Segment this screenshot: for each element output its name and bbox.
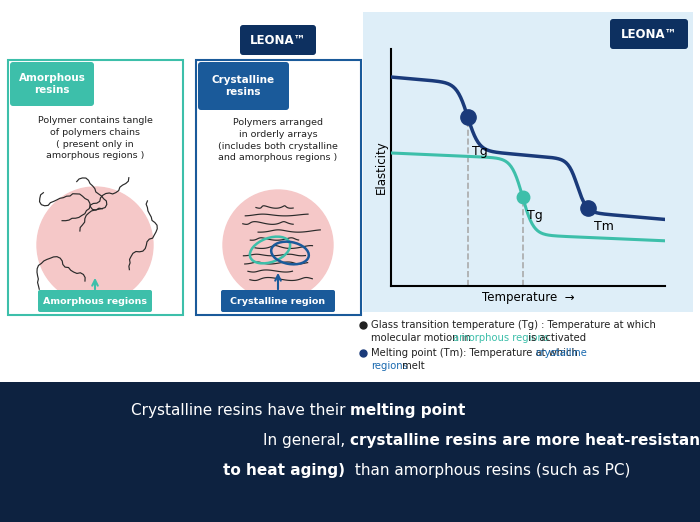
- FancyBboxPatch shape: [0, 382, 700, 522]
- FancyBboxPatch shape: [610, 19, 688, 49]
- Text: In general,: In general,: [263, 433, 350, 447]
- FancyBboxPatch shape: [0, 0, 700, 382]
- Text: Crystalline resins have their: Crystalline resins have their: [131, 402, 350, 418]
- Text: Glass transition temperature (Tg) : Temperature at which: Glass transition temperature (Tg) : Temp…: [371, 320, 656, 330]
- Text: melt: melt: [399, 361, 425, 371]
- Text: Amorphous regions: Amorphous regions: [43, 296, 147, 305]
- Text: molecular motion in: molecular motion in: [371, 333, 474, 343]
- Y-axis label: Elasticity: Elasticity: [375, 140, 389, 194]
- FancyBboxPatch shape: [196, 60, 361, 315]
- FancyBboxPatch shape: [524, 73, 652, 107]
- FancyBboxPatch shape: [221, 290, 335, 312]
- FancyBboxPatch shape: [38, 290, 152, 312]
- Text: amorphous regions: amorphous regions: [453, 333, 549, 343]
- Text: Melting point (Tm): Temperature at which: Melting point (Tm): Temperature at which: [371, 348, 581, 358]
- Text: crystalline resins are more heat-resistant (e.g. more resistant: crystalline resins are more heat-resista…: [350, 433, 700, 447]
- FancyBboxPatch shape: [363, 12, 693, 312]
- Text: Crystalline region: Crystalline region: [230, 296, 326, 305]
- Text: Crystalline resins: Crystalline resins: [530, 84, 646, 97]
- Circle shape: [37, 187, 153, 303]
- Text: Polymers arranged
in orderly arrays
(includes both crystalline
and amorphous reg: Polymers arranged in orderly arrays (inc…: [218, 118, 338, 162]
- Text: regions: regions: [371, 361, 408, 371]
- Text: Tg: Tg: [472, 146, 488, 158]
- Text: Amorphous resins: Amorphous resins: [533, 159, 652, 172]
- FancyBboxPatch shape: [8, 60, 183, 315]
- Text: LEONA™: LEONA™: [250, 33, 306, 46]
- FancyBboxPatch shape: [10, 62, 94, 106]
- FancyBboxPatch shape: [529, 148, 657, 182]
- Text: to heat aging): to heat aging): [223, 462, 350, 478]
- X-axis label: Temperature  →: Temperature →: [482, 291, 574, 304]
- Text: than amorphous resins (such as PC): than amorphous resins (such as PC): [350, 462, 631, 478]
- Text: crystalline: crystalline: [535, 348, 587, 358]
- Text: Tm: Tm: [594, 220, 614, 233]
- Text: melting point: melting point: [350, 402, 466, 418]
- Text: Amorphous
resins: Amorphous resins: [19, 73, 85, 95]
- Text: Tg: Tg: [526, 208, 542, 221]
- Text: is activated: is activated: [525, 333, 586, 343]
- Text: Crystalline
resins: Crystalline resins: [211, 75, 274, 97]
- FancyBboxPatch shape: [198, 62, 289, 110]
- Text: Polymer contains tangle
of polymers chains
( present only in
amorphous regions ): Polymer contains tangle of polymers chai…: [38, 116, 153, 160]
- FancyBboxPatch shape: [240, 25, 316, 55]
- Circle shape: [223, 190, 333, 300]
- Text: LEONA™: LEONA™: [621, 28, 677, 41]
